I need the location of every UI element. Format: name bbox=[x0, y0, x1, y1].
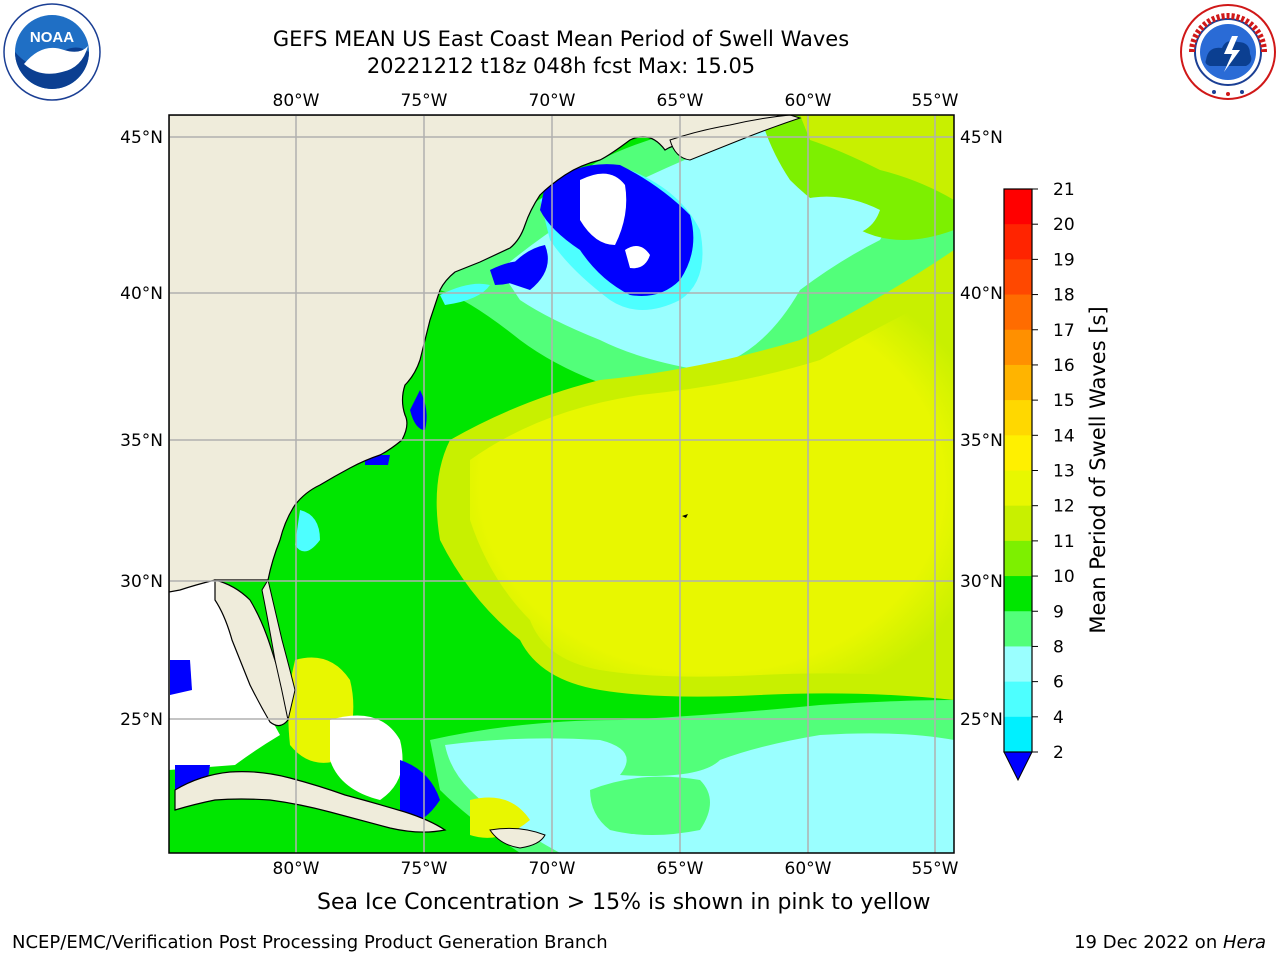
lon-label-top: 60°W bbox=[785, 91, 832, 111]
lat-label-right: 35°N bbox=[960, 431, 1003, 451]
chart-title: GEFS MEAN US East Coast Mean Period of S… bbox=[272, 27, 850, 51]
lat-label-left: 25°N bbox=[120, 710, 163, 730]
graticule bbox=[169, 115, 954, 853]
ice-masked-area bbox=[580, 173, 627, 245]
colorbar-tick-label: 8 bbox=[1053, 637, 1064, 657]
colorbar-tick-label: 9 bbox=[1053, 602, 1064, 622]
colorbar-segments bbox=[1004, 189, 1032, 753]
lat-label-left: 35°N bbox=[120, 431, 163, 451]
colorbar-segment bbox=[1004, 329, 1032, 366]
land-north-america bbox=[169, 115, 781, 593]
colorbar-segment bbox=[1004, 576, 1032, 612]
colorbar-tick-label: 2 bbox=[1053, 743, 1064, 763]
lat-label-right: 40°N bbox=[960, 284, 1003, 304]
nws-logo bbox=[1180, 4, 1276, 100]
lon-label-bottom: 55°W bbox=[912, 859, 959, 879]
colorbar-segment bbox=[1004, 294, 1032, 331]
colorbar-extend-arrow bbox=[1003, 751, 1033, 782]
colorbar-segment bbox=[1004, 681, 1032, 718]
colorbar-tick-label: 21 bbox=[1053, 180, 1075, 200]
run-date-text: 19 Dec 2022 on bbox=[1074, 932, 1223, 953]
colorbar-tick-label: 11 bbox=[1053, 532, 1075, 552]
colorbar-tick-label: 12 bbox=[1053, 497, 1075, 517]
lat-label-left: 30°N bbox=[120, 572, 163, 592]
colorbar-segment bbox=[1004, 435, 1032, 471]
colorbar-title: Mean Period of Swell Waves [s] bbox=[1086, 306, 1110, 633]
colorbar-segment bbox=[1004, 400, 1032, 436]
colorbar-segment bbox=[1004, 189, 1032, 225]
bermuda bbox=[682, 514, 688, 518]
map-frame bbox=[168, 114, 955, 854]
colorbar-segment bbox=[1004, 259, 1032, 296]
map-field bbox=[169, 115, 954, 853]
colorbar-tick-label: 15 bbox=[1053, 391, 1075, 411]
ice-note: Sea Ice Concentration > 15% is shown in … bbox=[317, 890, 931, 915]
lat-label-left: 45°N bbox=[120, 128, 163, 148]
colorbar-tick-label: 20 bbox=[1053, 215, 1075, 235]
lon-label-top: 65°W bbox=[657, 91, 704, 111]
lon-label-bottom: 70°W bbox=[529, 859, 576, 879]
swell-14s-region bbox=[470, 290, 954, 680]
colorbar-tick-label: 17 bbox=[1053, 321, 1075, 341]
lat-label-right: 30°N bbox=[960, 572, 1003, 592]
lon-label-top: 80°W bbox=[273, 91, 320, 111]
colorbar-tick-label: 13 bbox=[1053, 462, 1075, 482]
lat-label-left: 40°N bbox=[120, 284, 163, 304]
colorbar-segment bbox=[1004, 646, 1032, 683]
lon-label-bottom: 80°W bbox=[273, 859, 320, 879]
noaa-logo: NOAA bbox=[3, 3, 101, 101]
colorbar-ticks: 21 20 19 18 17 16 15 14 13 12 11 10 9 8 6 4 2 bbox=[1032, 180, 1075, 763]
lon-label-top: 55°W bbox=[912, 91, 959, 111]
lon-label-top: 75°W bbox=[401, 91, 448, 111]
credit-text: NCEP/EMC/Verification Post Processing Pr… bbox=[12, 932, 608, 953]
colorbar-segment bbox=[1004, 716, 1032, 753]
lon-label-bottom: 60°W bbox=[785, 859, 832, 879]
chart-subtitle: 20221212 t18z 048h fcst Max: 15.05 bbox=[366, 54, 756, 78]
land-cuba bbox=[174, 771, 447, 833]
colorbar-tick-label: 4 bbox=[1053, 708, 1064, 728]
colorbar-tick-label: 6 bbox=[1053, 673, 1064, 693]
colorbar-segment bbox=[1004, 224, 1032, 260]
noaa-logo-text: NOAA bbox=[30, 29, 74, 46]
lon-label-bottom: 75°W bbox=[401, 859, 448, 879]
colorbar-tick-label: 14 bbox=[1053, 426, 1075, 446]
colorbar-segment bbox=[1004, 364, 1032, 401]
lat-label-right: 25°N bbox=[960, 710, 1003, 730]
run-date: 19 Dec 2022 on Hera bbox=[1074, 932, 1266, 953]
colorbar-tick-label: 19 bbox=[1053, 250, 1075, 270]
colorbar-tick-label: 10 bbox=[1053, 567, 1075, 587]
colorbar-segment bbox=[1004, 611, 1032, 647]
lat-label-right: 45°N bbox=[960, 128, 1003, 148]
lon-label-top: 70°W bbox=[529, 91, 576, 111]
machine-name: Hera bbox=[1222, 932, 1266, 953]
colorbar-tick-label: 16 bbox=[1053, 356, 1075, 376]
colorbar-segment bbox=[1004, 540, 1032, 577]
colorbar-segment bbox=[1004, 470, 1032, 507]
colorbar-segment bbox=[1004, 505, 1032, 542]
colorbar-tick-label: 18 bbox=[1053, 286, 1075, 306]
lon-label-bottom: 65°W bbox=[657, 859, 704, 879]
